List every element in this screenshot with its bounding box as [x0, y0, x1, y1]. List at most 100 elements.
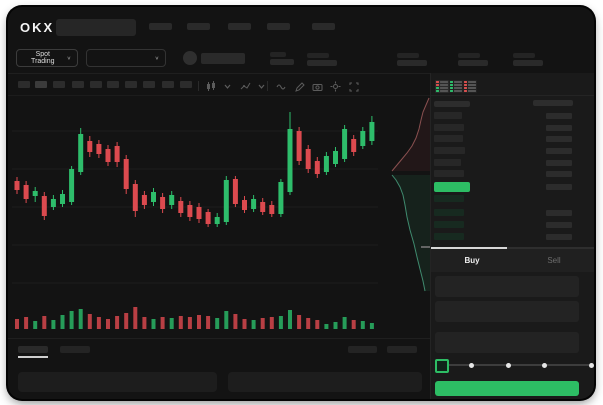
volume-bar	[115, 316, 120, 329]
orderbook-header-amount-skeleton	[533, 100, 573, 106]
stat-label-skeleton	[397, 53, 419, 58]
bid-price-skeleton[interactable]	[434, 233, 464, 240]
last-price-highlight[interactable]	[434, 182, 470, 192]
candle-body	[333, 151, 338, 164]
fullscreen-icon[interactable]	[347, 80, 360, 93]
active-tab-indicator	[431, 247, 507, 249]
volume-bar	[360, 321, 365, 329]
timeframe-button-skeleton[interactable]	[125, 81, 137, 88]
ask-price-skeleton[interactable]	[434, 112, 462, 119]
depth-asks-line	[391, 97, 430, 172]
timeframe-button-skeleton[interactable]	[180, 81, 192, 88]
ask-amount-skeleton	[546, 171, 572, 177]
candle-body	[260, 202, 266, 212]
buy-submit-button[interactable]	[435, 381, 579, 396]
candlestick-chart[interactable]	[12, 95, 430, 341]
search-input[interactable]	[56, 19, 136, 36]
tab-buy[interactable]: Buy	[464, 256, 480, 265]
tools-divider	[267, 81, 268, 91]
candle-body	[178, 201, 184, 213]
bottom-tab-active-skeleton[interactable]	[18, 346, 48, 353]
timeframe-button-skeleton[interactable]	[18, 81, 30, 88]
nav-item-skeleton[interactable]	[187, 23, 210, 30]
header-divider	[8, 73, 594, 74]
bottom-tab-skeleton[interactable]	[60, 346, 90, 353]
candle-body	[169, 195, 175, 205]
chevron-down-icon[interactable]	[221, 80, 234, 93]
ask-price-skeleton[interactable]	[434, 159, 461, 166]
amount-slider-track[interactable]	[441, 364, 589, 366]
slider-stop-dot[interactable]	[589, 362, 594, 368]
tab-sell[interactable]: Sell	[547, 256, 561, 265]
ask-price-skeleton[interactable]	[434, 135, 463, 142]
ask-price-skeleton[interactable]	[434, 170, 464, 177]
slider-stop-dot[interactable]	[506, 362, 511, 368]
camera-icon[interactable]	[311, 80, 324, 93]
bid-price-skeleton[interactable]	[434, 221, 464, 228]
bid-price-skeleton[interactable]	[434, 209, 464, 216]
nav-item-skeleton[interactable]	[312, 23, 335, 30]
timeframe-button-skeleton[interactable]	[162, 81, 174, 88]
candle-body	[296, 131, 302, 161]
nav-item-skeleton[interactable]	[228, 23, 251, 30]
depth-bids-line	[391, 174, 426, 292]
stat-value-skeleton	[458, 60, 488, 66]
okx-trading-window: OKX Spot Trading ∨ ∨ Buy Sell	[8, 7, 594, 399]
amount-input[interactable]	[435, 301, 579, 322]
candle-body	[278, 182, 284, 214]
volume-bar	[87, 314, 92, 329]
book-asks-icon[interactable]	[463, 80, 477, 93]
pencil-icon[interactable]	[293, 80, 306, 93]
ask-price-skeleton[interactable]	[434, 124, 464, 131]
candle-body	[314, 161, 320, 174]
market-type-dropdown[interactable]: Spot Trading ∨	[16, 49, 78, 67]
volume-bar	[69, 311, 74, 329]
candle-body	[32, 191, 38, 196]
slider-handle[interactable]	[435, 359, 449, 373]
candle-body	[187, 205, 193, 217]
line-style-icon[interactable]	[239, 80, 252, 93]
gear-icon[interactable]	[329, 80, 342, 93]
volume-bar	[215, 318, 220, 329]
price-input[interactable]	[435, 276, 579, 297]
wave-icon[interactable]	[275, 80, 288, 93]
volume-bar	[369, 323, 374, 329]
last-price-amount-skeleton	[546, 184, 572, 190]
chevron-down-icon[interactable]	[255, 80, 268, 93]
volume-bar	[106, 319, 110, 329]
candle-body	[196, 207, 202, 219]
volume-bar	[169, 318, 174, 329]
candle-body	[351, 139, 357, 152]
okx-logo[interactable]: OKX	[20, 20, 55, 35]
stat-value-skeleton	[307, 60, 337, 66]
bid-price-skeleton[interactable]	[434, 195, 464, 202]
total-input[interactable]	[435, 332, 579, 353]
bottom-control-skeleton[interactable]	[387, 346, 417, 353]
bid-amount-skeleton	[546, 234, 572, 240]
volume-bar	[124, 313, 129, 329]
slider-stop-dot[interactable]	[469, 362, 474, 368]
volume-bar	[315, 320, 320, 329]
pair-selector-dropdown[interactable]: ∨	[86, 49, 166, 67]
timeframe-button-skeleton[interactable]	[53, 81, 65, 88]
timeframe-button-skeleton[interactable]	[35, 81, 47, 88]
stat-value-skeleton	[513, 60, 543, 66]
nav-item-skeleton[interactable]	[149, 23, 172, 30]
orders-panel-skeleton	[18, 372, 217, 392]
bottom-control-skeleton[interactable]	[348, 346, 377, 353]
timeframe-button-skeleton[interactable]	[90, 81, 102, 88]
nav-item-skeleton[interactable]	[267, 23, 290, 30]
ask-price-skeleton[interactable]	[434, 147, 465, 154]
candle-body	[323, 156, 329, 172]
timeframe-button-skeleton[interactable]	[72, 81, 84, 88]
book-bids-icon[interactable]	[449, 80, 463, 93]
trade-tabs: Buy Sell	[431, 247, 594, 272]
toolbar-divider-bottom	[8, 95, 430, 96]
candles-icon[interactable]	[205, 80, 218, 93]
stat-label-skeleton	[513, 53, 535, 58]
slider-stop-dot[interactable]	[542, 362, 547, 368]
price-label-skeleton	[270, 52, 286, 57]
timeframe-button-skeleton[interactable]	[107, 81, 119, 88]
timeframe-button-skeleton[interactable]	[143, 81, 155, 88]
book-all-icon[interactable]	[435, 80, 449, 93]
